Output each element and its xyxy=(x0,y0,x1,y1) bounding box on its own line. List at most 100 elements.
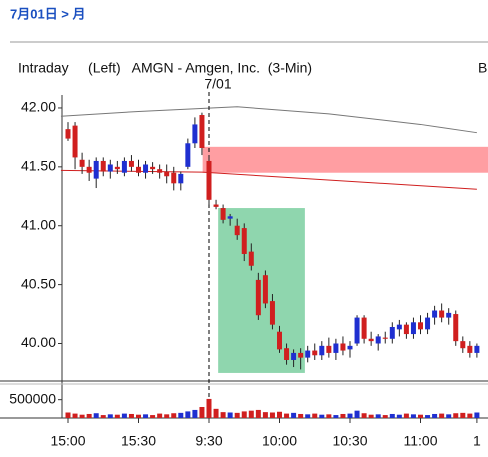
candle-body xyxy=(269,301,275,325)
y-tick-label: 40.50 xyxy=(21,275,56,291)
volume-bar xyxy=(241,411,247,418)
candle-body xyxy=(107,164,113,172)
volume-bar xyxy=(396,414,402,418)
candle-body xyxy=(157,169,163,173)
candle-body xyxy=(262,275,268,304)
candle-body xyxy=(86,166,92,173)
volume-bar xyxy=(220,412,226,418)
candle-body xyxy=(284,348,290,360)
volume-bar xyxy=(178,412,184,418)
volume-bar xyxy=(361,413,367,418)
volume-bar xyxy=(305,414,311,418)
volume-bar xyxy=(446,414,452,418)
volume-bar xyxy=(255,409,261,418)
volume-bar xyxy=(403,413,409,418)
y-tick-label: 40.00 xyxy=(21,334,56,350)
candle-body xyxy=(439,310,445,318)
volume-bar xyxy=(277,411,282,418)
candle-body xyxy=(248,251,254,266)
volume-bar xyxy=(143,414,149,418)
candle-body xyxy=(319,345,325,356)
volume-bar xyxy=(128,413,134,418)
volume-bar xyxy=(291,412,297,418)
volume-bar xyxy=(474,412,480,418)
volume-bar xyxy=(269,412,275,418)
volume-bar xyxy=(262,412,268,418)
candle-body xyxy=(213,204,219,207)
candle-body xyxy=(453,314,459,342)
volume-tick-label: 500000 xyxy=(9,390,56,406)
volume-bar xyxy=(213,408,219,418)
candle-body xyxy=(241,228,247,254)
candle-body xyxy=(347,345,353,350)
volume-bar xyxy=(157,413,163,418)
volume-bar xyxy=(121,413,127,418)
volume-bar xyxy=(298,413,304,418)
volume-bar xyxy=(86,413,92,418)
candle-body xyxy=(220,208,226,220)
candle-body xyxy=(389,327,395,339)
volume-bar xyxy=(368,414,374,418)
candle-body xyxy=(114,166,120,170)
candle-body xyxy=(185,143,191,167)
volume-bar xyxy=(319,414,325,418)
candle-body xyxy=(199,115,205,148)
candle-body xyxy=(136,166,141,173)
volume-bar xyxy=(136,414,141,418)
volume-bar xyxy=(150,415,156,418)
title-right: B xyxy=(478,60,487,76)
candle-body xyxy=(410,322,416,335)
x-tick-label: 1 xyxy=(473,433,481,449)
zone xyxy=(218,208,305,373)
x-tick-label: 10:00 xyxy=(262,433,297,449)
volume-bar xyxy=(72,413,78,418)
volume-bar xyxy=(79,414,85,418)
candle-body xyxy=(460,341,466,349)
volume-bar xyxy=(192,409,198,418)
candle-body xyxy=(143,164,149,173)
volume-bar xyxy=(375,414,381,418)
candle-body xyxy=(206,160,212,200)
candle-body xyxy=(192,124,198,144)
volume-bar xyxy=(312,413,318,418)
volume-bar xyxy=(234,412,240,418)
header: 7月01日 > 月 xyxy=(10,6,86,21)
candle-body xyxy=(72,125,78,158)
x-tick-label: 15:00 xyxy=(50,433,85,449)
volume-bar xyxy=(432,413,438,418)
candle-body xyxy=(150,166,156,170)
candle-body xyxy=(432,310,438,318)
volume-bar xyxy=(114,414,120,418)
volume-bar xyxy=(185,411,191,418)
candle-body xyxy=(164,171,170,177)
moving-average xyxy=(60,169,477,190)
candle-body xyxy=(354,317,360,344)
candle-body xyxy=(375,336,381,344)
candle-body xyxy=(234,225,240,236)
candle-body xyxy=(128,160,134,167)
volume-bar xyxy=(460,412,466,418)
candle-body xyxy=(100,160,106,172)
candle-body xyxy=(305,350,311,358)
y-tick-label: 41.50 xyxy=(21,158,56,174)
volume-bar xyxy=(206,398,212,418)
volume-bar xyxy=(248,410,254,418)
volume-bar xyxy=(467,413,473,418)
moving-average xyxy=(60,106,477,134)
zone xyxy=(202,146,488,173)
candle-body xyxy=(312,350,318,356)
volume-bar xyxy=(100,415,106,418)
y-tick-label: 41.00 xyxy=(21,216,56,232)
candle-body xyxy=(396,324,402,330)
volume-bar xyxy=(340,413,346,418)
volume-bar xyxy=(65,412,71,418)
y-tick-label: 42.00 xyxy=(21,99,56,115)
x-tick-label: 9:30 xyxy=(195,433,222,449)
candle-body xyxy=(326,345,332,353)
candle-body xyxy=(425,317,431,330)
volume-bar xyxy=(410,414,416,418)
annotation: 7/01 xyxy=(204,76,231,92)
candle-body xyxy=(121,160,127,173)
